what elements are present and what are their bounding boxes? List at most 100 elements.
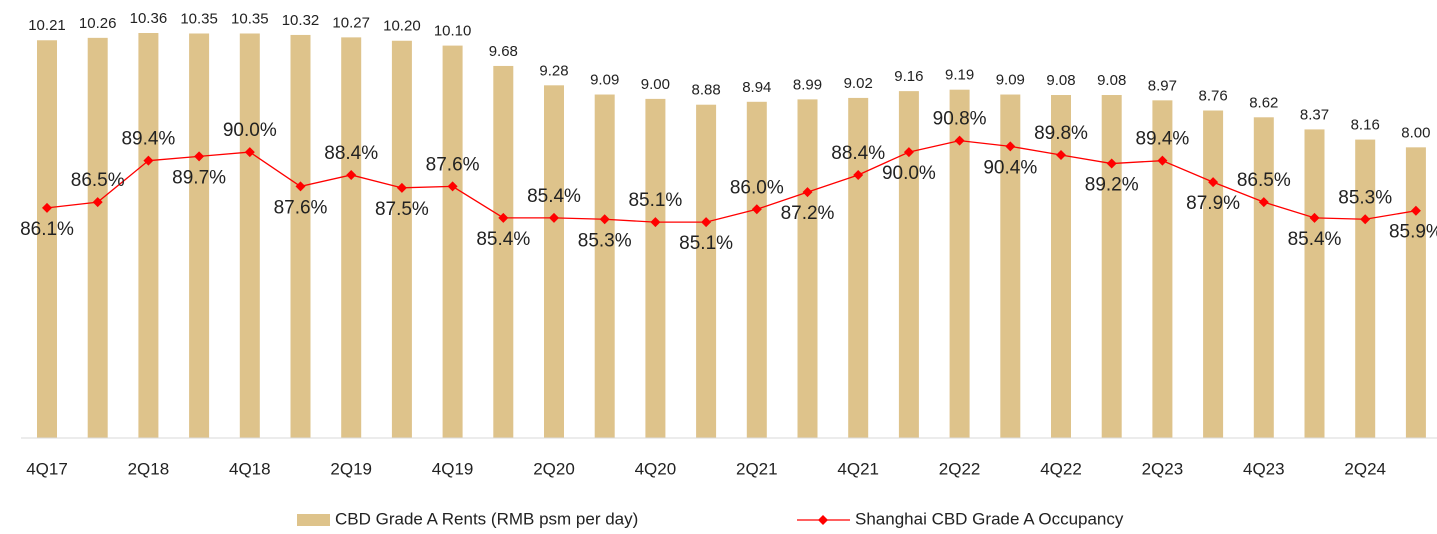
line-value-label: 85.4%: [476, 229, 530, 250]
bar-value-label: 8.76: [1198, 87, 1227, 104]
legend-label: Shanghai CBD Grade A Occupancy: [855, 509, 1124, 528]
bar-value-label: 8.62: [1249, 94, 1278, 111]
x-tick-label: 4Q21: [837, 459, 879, 478]
line-value-label: 86.1%: [20, 219, 74, 240]
bar-value-label: 9.00: [641, 76, 670, 93]
bar-value-label: 9.02: [844, 75, 873, 92]
bar: [797, 99, 818, 438]
bar-value-label: 10.27: [332, 14, 370, 31]
line-marker: [498, 212, 509, 223]
line-value-label: 88.4%: [831, 143, 885, 164]
bar-value-label: 8.88: [691, 82, 720, 99]
x-tick-label: 2Q21: [736, 459, 778, 478]
bar-value-label: 8.00: [1401, 124, 1430, 141]
legend-label: CBD Grade A Rents (RMB psm per day): [335, 509, 638, 528]
line-marker: [1208, 177, 1219, 188]
line-marker: [194, 151, 205, 162]
line: [46, 140, 1417, 223]
bar: [1203, 110, 1224, 438]
x-tick-label: 2Q18: [128, 459, 170, 478]
x-tick-label: 4Q18: [229, 459, 271, 478]
bar: [1304, 129, 1325, 439]
line-marker: [802, 187, 813, 198]
bar: [1051, 95, 1071, 438]
line-marker: [954, 135, 965, 146]
line-value-label: 90.0%: [223, 120, 277, 141]
x-tick-label: 2Q20: [533, 459, 575, 478]
bar: [1253, 117, 1274, 438]
bar-value-label: 8.94: [742, 79, 771, 96]
bar-value-label: 9.16: [894, 68, 923, 85]
x-tick-label: 4Q20: [635, 459, 677, 478]
line-value-label: 85.9%: [1389, 222, 1437, 243]
bar-value-label: 10.36: [130, 10, 168, 27]
bar-value-label: 9.09: [590, 71, 619, 88]
bar-value-label: 9.08: [1097, 72, 1126, 89]
line-value-label: 87.9%: [1186, 193, 1240, 214]
bar: [594, 94, 615, 438]
line-value-label: 89.4%: [1135, 129, 1189, 150]
bar: [1000, 94, 1021, 438]
bar-value-label: 10.35: [231, 10, 269, 27]
line-value-label: 86.5%: [71, 170, 125, 191]
line-marker: [244, 147, 255, 158]
line-marker: [599, 214, 610, 225]
bar: [1355, 139, 1376, 439]
line-value-label: 87.2%: [781, 203, 835, 224]
line-marker: [1309, 212, 1320, 223]
bar: [1101, 95, 1122, 438]
line-marker: [903, 147, 914, 158]
x-tick-label: 4Q23: [1243, 459, 1285, 478]
x-tick-label: 2Q19: [330, 459, 372, 478]
line-value-label: 86.0%: [730, 177, 784, 198]
bar-value-label: 8.97: [1148, 77, 1177, 94]
line-value-label: 85.1%: [679, 233, 733, 254]
bar-value-label: 9.19: [945, 67, 974, 84]
line-value-label: 87.6%: [274, 197, 328, 218]
bar-value-label: 9.68: [489, 43, 518, 60]
bar-value-label: 9.09: [996, 71, 1025, 88]
line-value-label: 89.7%: [172, 167, 226, 188]
bar-value-label: 10.26: [79, 15, 117, 32]
line-marker: [1106, 158, 1117, 169]
bar-value-label: 10.21: [28, 17, 66, 34]
bar: [290, 34, 311, 438]
bar: [1405, 147, 1426, 439]
line-marker: [396, 182, 407, 193]
line-value-label: 85.4%: [527, 186, 581, 207]
line-marker: [1410, 205, 1421, 216]
line-marker: [295, 181, 306, 192]
line-value-label: 87.6%: [426, 154, 480, 175]
line-marker: [447, 181, 458, 192]
bar: [544, 85, 564, 438]
bar-value-label: 9.28: [539, 62, 568, 79]
bar-value-label: 10.35: [180, 10, 218, 27]
bar: [898, 91, 919, 438]
line-marker: [1056, 149, 1066, 160]
bar: [696, 104, 717, 439]
line-value-label: 89.4%: [121, 129, 175, 150]
bar-value-label: 9.08: [1046, 72, 1075, 89]
bar: [87, 37, 108, 439]
x-tick-label: 2Q24: [1344, 459, 1386, 478]
line-value-label: 85.3%: [1338, 187, 1392, 208]
line-value-label: 85.4%: [1288, 229, 1342, 250]
line-marker: [853, 169, 864, 180]
line-marker: [42, 202, 52, 213]
bar: [746, 101, 767, 438]
bar-value-label: 10.20: [383, 18, 421, 35]
line-value-label: 90.4%: [983, 157, 1037, 178]
line-value-label: 89.8%: [1034, 123, 1088, 144]
x-tick-label: 4Q19: [432, 459, 474, 478]
line-marker: [1360, 214, 1371, 225]
x-tick-label: 2Q22: [939, 459, 981, 478]
legend-marker: [818, 515, 828, 525]
legend-swatch: [297, 514, 330, 526]
bar-value-label: 8.99: [793, 76, 822, 93]
bar: [949, 89, 970, 438]
bar: [341, 37, 362, 439]
bar: [493, 65, 514, 439]
line-value-label: 86.5%: [1237, 170, 1291, 191]
bar: [645, 98, 666, 438]
